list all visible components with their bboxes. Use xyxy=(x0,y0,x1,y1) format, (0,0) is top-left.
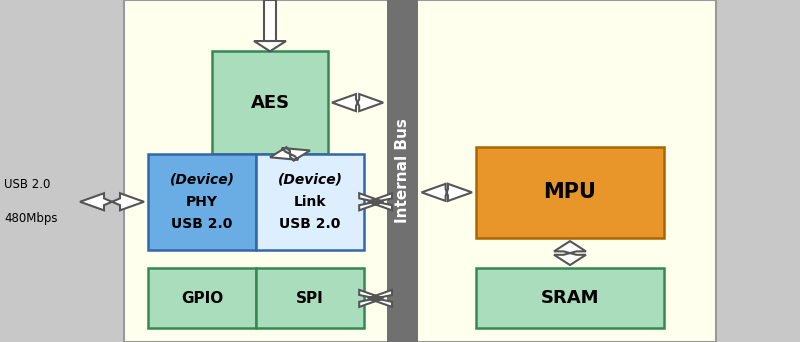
Bar xyxy=(124,0,716,342)
Polygon shape xyxy=(332,94,383,111)
Text: AES: AES xyxy=(250,94,290,111)
Bar xyxy=(476,268,664,328)
Text: PHY: PHY xyxy=(186,195,218,209)
Text: Link: Link xyxy=(294,195,326,209)
Text: GPIO: GPIO xyxy=(181,291,223,306)
Bar xyxy=(148,154,256,250)
Text: 480Mbps: 480Mbps xyxy=(4,212,58,225)
Polygon shape xyxy=(270,147,310,161)
Text: MPU: MPU xyxy=(543,182,597,202)
Text: SRAM: SRAM xyxy=(541,289,599,307)
Polygon shape xyxy=(359,290,392,307)
Bar xyxy=(476,147,664,238)
Bar xyxy=(148,268,256,328)
Text: Internal Bus: Internal Bus xyxy=(395,119,410,223)
Polygon shape xyxy=(554,241,586,265)
Polygon shape xyxy=(422,184,472,201)
Text: USB 2.0: USB 2.0 xyxy=(279,217,341,231)
Bar xyxy=(212,51,328,154)
Polygon shape xyxy=(264,0,277,41)
Bar xyxy=(256,154,364,250)
Bar xyxy=(256,268,364,328)
Text: (Device): (Device) xyxy=(278,173,342,186)
Polygon shape xyxy=(80,193,144,210)
Bar xyxy=(387,0,418,342)
Text: (Device): (Device) xyxy=(170,173,234,186)
Text: USB 2.0: USB 2.0 xyxy=(171,217,233,231)
Polygon shape xyxy=(254,41,286,51)
Text: SPI: SPI xyxy=(296,291,324,306)
Text: USB 2.0: USB 2.0 xyxy=(4,178,50,191)
Polygon shape xyxy=(359,193,392,210)
